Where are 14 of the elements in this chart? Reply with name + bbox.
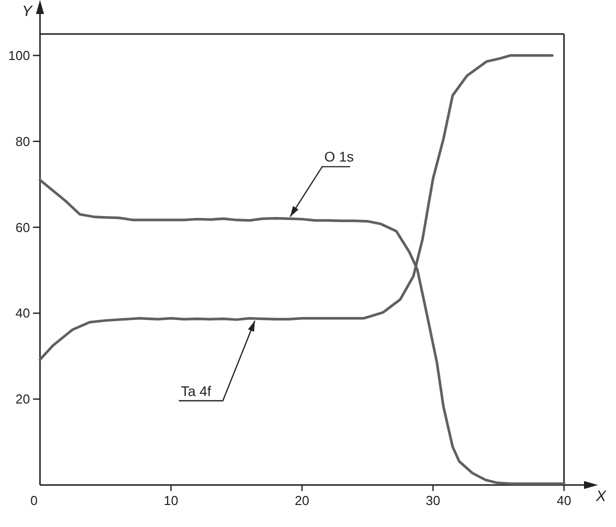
y-tick-label: 20: [16, 392, 30, 407]
y-tick-label: 80: [16, 134, 30, 149]
annotation: O 1s: [324, 148, 354, 165]
x-tick-label: 30: [426, 493, 440, 508]
x-tick-label: 0: [30, 493, 38, 508]
y-tick-label: 40: [16, 306, 30, 321]
x-axis-title: X: [595, 488, 607, 505]
y-tick-label: 60: [16, 220, 30, 235]
y-axis-title: Y: [22, 3, 33, 20]
annotation: Ta 4f: [180, 382, 212, 399]
x-tick-label: 10: [164, 493, 178, 508]
x-tick-label: 40: [556, 493, 572, 508]
y-tick-label: 100: [8, 48, 30, 64]
x-tick-label: 20: [294, 493, 310, 508]
